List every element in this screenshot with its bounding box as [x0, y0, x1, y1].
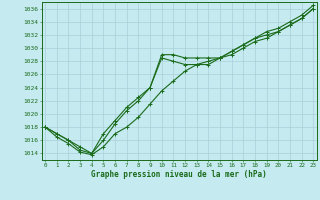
- X-axis label: Graphe pression niveau de la mer (hPa): Graphe pression niveau de la mer (hPa): [91, 170, 267, 179]
